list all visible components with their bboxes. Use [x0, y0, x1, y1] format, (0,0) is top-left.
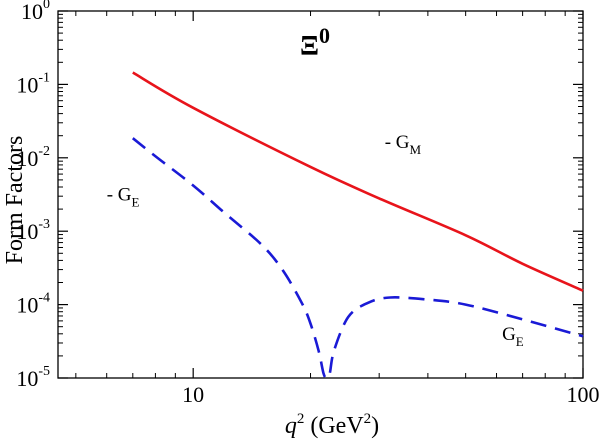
- series-annotation: - GM: [385, 132, 422, 157]
- series-annotation: - GE: [107, 185, 140, 210]
- y-tick-label: 10-4: [16, 291, 50, 318]
- series-annotation: GE: [502, 324, 524, 349]
- x-tick-label: 10: [182, 382, 204, 407]
- plot-frame: [57, 10, 584, 379]
- y-tick-label: 10-2: [16, 144, 50, 171]
- y-tick-label: 10-5: [16, 364, 50, 391]
- annotations: - GM - GE GE: [107, 132, 524, 349]
- series-layer: [131, 71, 584, 380]
- y-tick-label: 10-1: [16, 70, 50, 97]
- y-tick-label: 10-3: [16, 217, 50, 244]
- series-line-gm: [132, 71, 584, 292]
- x-tick-label: 100: [567, 382, 600, 407]
- y-axis-title: Form Factors: [2, 136, 28, 265]
- x-axis-title: q2 (GeV2): [285, 411, 379, 439]
- y-tick-label: 100: [21, 0, 50, 24]
- ticks: 10 100 100 10-1 10-2 10-3 10-4 10-5: [16, 0, 599, 407]
- particle-label: Ξ0: [300, 23, 330, 62]
